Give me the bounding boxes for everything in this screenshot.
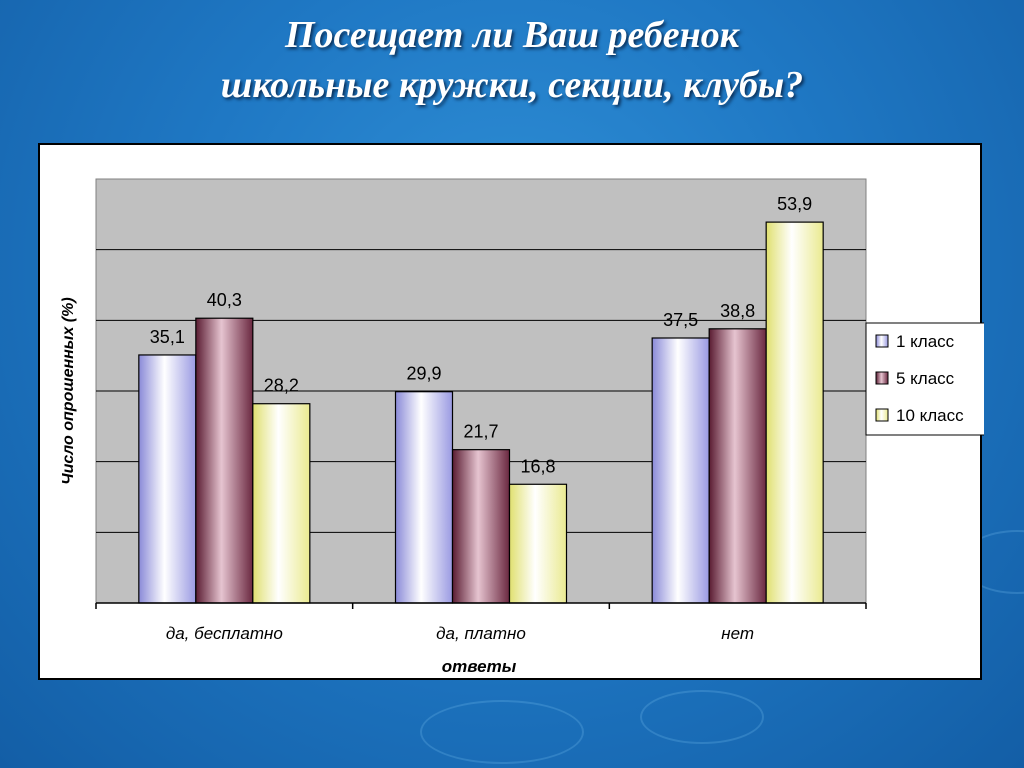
slide-title-line-1: Посещает ли Ваш ребенок xyxy=(284,14,740,56)
slide-title-line-2: школьные кружки, секции, клубы? xyxy=(220,64,804,106)
bar-series-2-2 xyxy=(708,328,767,604)
legend-swatch xyxy=(875,334,889,348)
chart-frame: 35,1 29,9 37,5 40,3 21,7 38,8 28,2 16,8 53,9 да,… xyxy=(38,143,984,680)
category-label: да, бесплатно xyxy=(166,624,283,643)
legend-label: 1 класс xyxy=(896,332,955,351)
data-label: 21,7 xyxy=(463,422,498,442)
bar-series-1-0 xyxy=(138,354,197,604)
data-label: 37,5 xyxy=(663,310,698,330)
bar-series-1-1 xyxy=(394,391,454,604)
bar-series-2-1 xyxy=(451,449,511,604)
x-axis-title: ответы xyxy=(442,657,517,676)
legend: 1 класс 5 класс 10 класс xyxy=(865,322,984,436)
data-label: 40,3 xyxy=(207,290,242,310)
category-label: нет xyxy=(721,624,754,643)
bar-series-3-0 xyxy=(252,403,311,604)
bars xyxy=(138,221,824,604)
bar-series-1-2 xyxy=(651,337,710,604)
bar-series-3-1 xyxy=(508,483,568,604)
data-label: 28,2 xyxy=(264,376,299,396)
value-labels: 35,1 29,9 37,5 40,3 21,7 38,8 28,2 16,8 53,9 xyxy=(150,194,812,476)
background-ripple xyxy=(420,700,584,764)
legend-label: 5 класс xyxy=(896,369,955,388)
legend-label: 10 класс xyxy=(896,406,964,425)
bar-chart: 35,1 29,9 37,5 40,3 21,7 38,8 28,2 16,8 53,9 да,… xyxy=(60,178,984,676)
legend-swatch xyxy=(875,371,889,385)
data-label: 16,8 xyxy=(520,456,555,476)
category-label: да, платно xyxy=(436,624,526,643)
data-label: 29,9 xyxy=(406,364,441,384)
x-axis xyxy=(95,602,867,609)
data-label: 38,8 xyxy=(720,301,755,321)
data-label: 53,9 xyxy=(777,194,812,214)
bar-series-3-2 xyxy=(765,221,824,604)
background-ripple xyxy=(640,690,764,744)
legend-swatch xyxy=(875,408,889,422)
bar-series-2-0 xyxy=(195,317,254,604)
slide-title: Посещает ли Ваш ребенок школьные кружки,… xyxy=(0,10,1024,110)
data-label: 35,1 xyxy=(150,327,185,347)
category-labels: да, бесплатно да, платно нет xyxy=(166,624,754,643)
y-axis-title: Число опрошенных (%) xyxy=(60,297,77,484)
